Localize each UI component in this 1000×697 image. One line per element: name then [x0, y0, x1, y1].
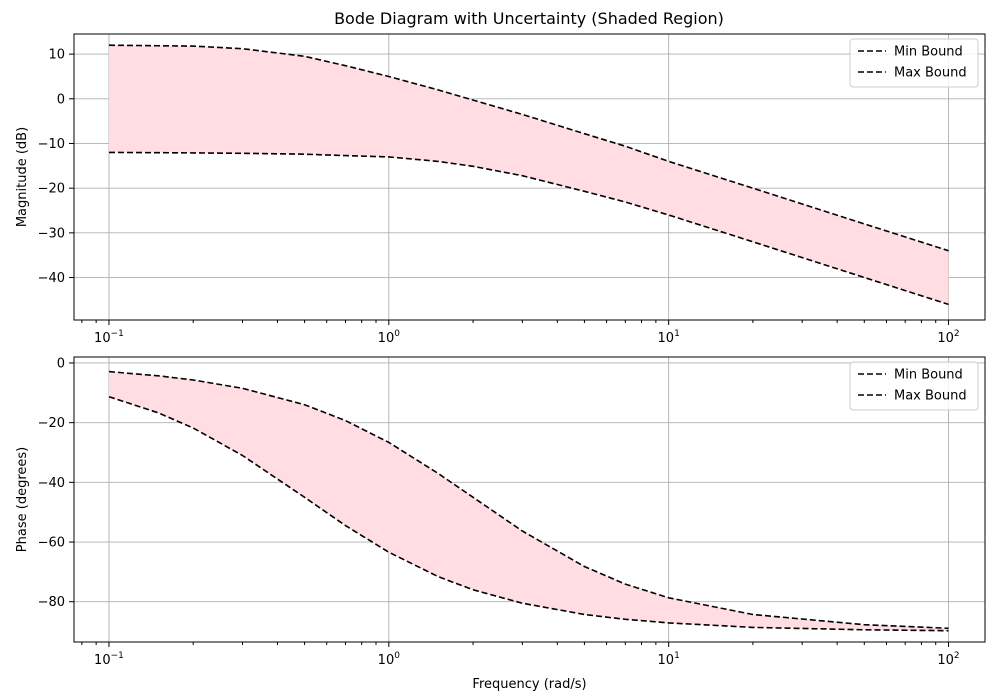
magnitude-xtick-label: 100: [378, 329, 401, 346]
magnitude-ytick-label: −10: [38, 137, 65, 152]
phase-ytick-label: −80: [38, 595, 65, 610]
magnitude-uncertainty-band: [109, 45, 949, 305]
phase-legend-max-label: Max Bound: [894, 389, 967, 404]
phase-legend-min-label: Min Bound: [894, 368, 963, 383]
magnitude-ytick-label: −20: [38, 182, 65, 197]
phase-axes-frame: [73, 356, 986, 643]
magnitude-legend-min-label: Min Bound: [894, 45, 963, 60]
magnitude-axes-frame: [73, 33, 986, 321]
phase-ytick-label: −60: [38, 536, 65, 551]
magnitude-xtick-label: 102: [937, 329, 959, 346]
phase-xtick-label: 100: [378, 651, 401, 668]
phase-y-axis-label: Phase (degrees): [15, 447, 30, 552]
magnitude-max-bound-line: [108, 44, 949, 252]
figure-title: Bode Diagram with Uncertainty (Shaded Re…: [334, 9, 724, 28]
magnitude-xtick-label: 10−1: [94, 329, 124, 346]
phase-panel: 10−1 100 101 102 0 −20 −40 −60 −80 Phase (degree…: [15, 356, 986, 692]
phase-xtick-label: 10−1: [94, 651, 124, 668]
magnitude-legend-max-label: Max Bound: [894, 66, 967, 81]
phase-max-bound-line: [108, 370, 949, 630]
magnitude-ytick-label: 10: [48, 48, 65, 63]
phase-xtick-label: 102: [937, 651, 959, 668]
magnitude-y-axis-label: Magnitude (dB): [15, 127, 30, 227]
phase-ytick-label: 0: [57, 356, 65, 371]
magnitude-xtick-label: 101: [658, 329, 680, 346]
phase-uncertainty-band: [109, 371, 949, 631]
magnitude-ytick-label: −40: [38, 271, 65, 286]
magnitude-ytick-label: 0: [57, 92, 65, 107]
phase-ticks: 10−1 100 101 102 0 −20 −40 −60 −80: [38, 356, 960, 668]
phase-x-axis-label: Frequency (rad/s): [472, 677, 586, 692]
phase-min-bound-line: [108, 395, 949, 632]
phase-xtick-label: 101: [658, 651, 680, 668]
phase-ytick-label: −20: [38, 416, 65, 431]
magnitude-min-bound-line: [108, 151, 949, 306]
magnitude-legend: Min Bound Max Bound: [849, 38, 979, 88]
phase-ytick-label: −40: [38, 476, 65, 491]
phase-legend: Min Bound Max Bound: [849, 361, 979, 411]
magnitude-ytick-label: −30: [38, 226, 65, 241]
